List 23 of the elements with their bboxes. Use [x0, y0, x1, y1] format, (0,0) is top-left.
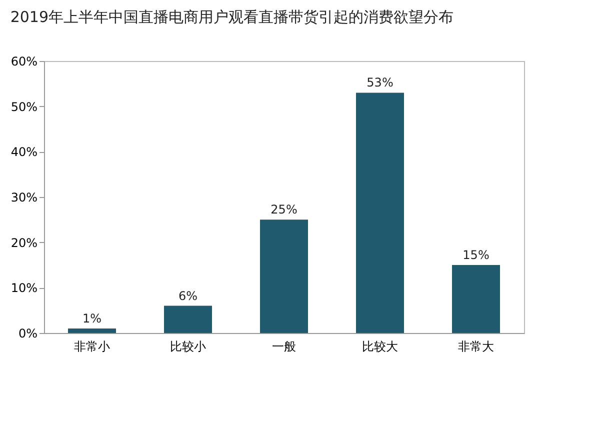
x-tick-label: 非常大: [458, 340, 494, 354]
y-tick-label: 30%: [10, 190, 38, 204]
bar: [452, 265, 500, 333]
y-tick-label: 20%: [10, 236, 38, 250]
chart-title: 2019年上半年中国直播电商用户观看直播带货引起的消费欲望分布: [10, 8, 454, 26]
bar: [356, 92, 404, 333]
y-tick-label: 60%: [10, 54, 38, 68]
data-label: 25%: [270, 202, 298, 217]
data-label: 15%: [462, 248, 490, 262]
bar: [68, 328, 116, 333]
x-tick-label: 比较小: [170, 340, 206, 354]
y-tick-label: 50%: [10, 100, 38, 114]
bar: [164, 306, 212, 333]
y-tick-label: 0%: [18, 326, 38, 340]
x-tick-label: 比较大: [362, 340, 398, 354]
x-tick-label: 一般: [272, 340, 296, 354]
data-label: 1%: [82, 311, 102, 326]
x-tick-label: 非常小: [74, 340, 110, 354]
y-tick-label: 40%: [10, 145, 38, 160]
data-label: 6%: [178, 288, 198, 303]
data-label: 53%: [366, 76, 394, 90]
bar: [260, 220, 308, 333]
y-tick-label: 10%: [10, 281, 38, 296]
